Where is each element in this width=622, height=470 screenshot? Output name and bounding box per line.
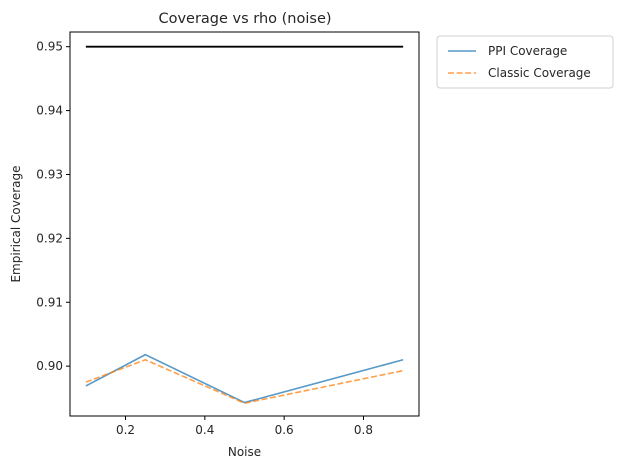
- series-line-classic-coverage: [85, 358, 404, 405]
- x-axis-label: Noise: [228, 445, 261, 459]
- legend-box: [436, 35, 614, 89]
- y-tick-label: 0.93: [36, 167, 63, 181]
- x-tick-label: 0.8: [354, 423, 373, 437]
- y-tick-label: 0.94: [36, 104, 63, 118]
- y-axis-label: Empirical Coverage: [9, 165, 23, 282]
- plot-area: [85, 45, 404, 405]
- x-tick-label: 0.4: [195, 423, 214, 437]
- x-tick-label: 0.6: [275, 423, 294, 437]
- chart-title: Coverage vs rho (noise): [158, 11, 331, 27]
- y-tick-label: 0.91: [36, 295, 63, 309]
- y-tick-label: 0.92: [36, 231, 63, 245]
- legend-label: PPI Coverage: [488, 44, 567, 58]
- x-axis-ticks: 0.2 0.4 0.6 0.8: [116, 416, 373, 437]
- legend-label: Classic Coverage: [488, 66, 591, 80]
- plot-frame: [69, 31, 420, 417]
- legend: PPI Coverage Classic Coverage: [436, 35, 614, 89]
- y-tick-label: 0.95: [36, 40, 63, 54]
- y-tick-label: 0.90: [36, 359, 63, 373]
- x-tick-label: 0.2: [116, 423, 135, 437]
- series-line-ppi-coverage: [85, 353, 404, 404]
- y-axis-ticks: 0.90 0.91 0.92 0.93 0.94 0.95: [36, 40, 70, 373]
